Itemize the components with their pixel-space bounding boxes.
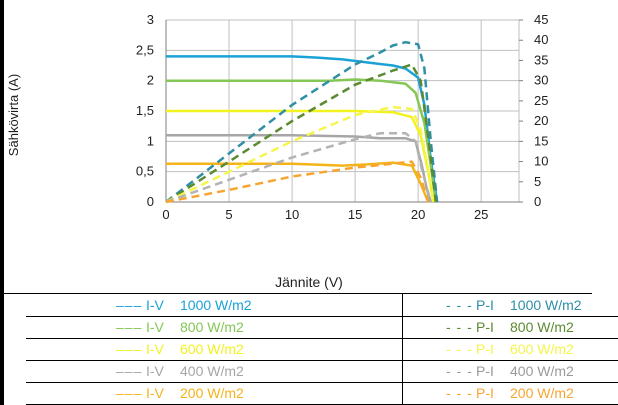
legend-entry-pi: - - - P-I 200 W/m2: [446, 385, 574, 401]
legend-irradiance-label: 200 W/m2: [510, 385, 574, 401]
y-tick-label-left: 2: [147, 73, 154, 88]
legend-dash-swatch: - - -: [446, 385, 473, 401]
legend-entry-iv: ‒‒‒ I-V 600 W/m2: [116, 341, 244, 357]
y-tick-label-left: 1: [147, 133, 154, 148]
series-line-p-i-600-w-m2: [165, 105, 435, 204]
y-tick-label-left: 2,5: [136, 42, 154, 57]
x-tick-label: 0: [162, 207, 169, 222]
legend-irradiance-label: 800 W/m2: [180, 319, 244, 335]
legend-top-border: [0, 293, 592, 294]
series-line-p-i-400-w-m2: [165, 131, 433, 204]
x-ticks: 0 5 10 15 20 25: [162, 207, 488, 222]
y-tick-label-right: 0: [534, 194, 541, 209]
series-line-p-i-800-w-m2: [165, 63, 438, 204]
y-tick-label-right: 40: [534, 32, 548, 47]
legend-irradiance-label: 800 W/m2: [510, 319, 574, 335]
legend-entry-pi: - - - P-I 1000 W/m2: [446, 297, 582, 313]
legend-dash-swatch: - - -: [446, 341, 473, 357]
x-tick-label: 20: [411, 207, 425, 222]
x-tick-label: 15: [348, 207, 362, 222]
legend-irradiance-label: 600 W/m2: [180, 341, 244, 357]
y-tick-label-right: 15: [534, 133, 548, 148]
legend-row: ‒‒‒ I-V 1000 W/m2 - - - P-I 1000 W/m2: [26, 294, 618, 317]
legend-irradiance-label: 1000 W/m2: [180, 297, 252, 313]
y-tick-label-left: 0: [147, 194, 154, 209]
series-line-p-i-200-w-m2: [165, 160, 430, 204]
left-border: [0, 0, 4, 405]
series-line-p-i-1000-w-m2: [165, 40, 439, 203]
legend-series-label: P-I: [476, 341, 494, 357]
legend-dash-swatch: - - -: [446, 297, 473, 313]
legend-entry-iv: ‒‒‒ I-V 800 W/m2: [116, 319, 244, 335]
legend-series-label: I-V: [146, 319, 164, 335]
series-line-i-v-1000-w-m2: [166, 55, 439, 203]
legend-irradiance-label: 400 W/m2: [510, 363, 574, 379]
y-tick-label-left: 0,5: [136, 164, 154, 179]
series-layer: [165, 40, 439, 204]
legend-divider: [402, 294, 403, 405]
legend-row: ‒‒‒ I-V 600 W/m2 - - - P-I 600 W/m2: [26, 338, 618, 361]
y-axis-label: Sähkövirta (A): [6, 74, 21, 156]
legend-irradiance-label: 200 W/m2: [180, 385, 244, 401]
y-ticks-right: 0 5 10 15 20 25 30 35 40 45: [519, 12, 548, 209]
legend-series-label: I-V: [146, 363, 164, 379]
legend-irradiance-label: 1000 W/m2: [510, 297, 582, 313]
y-tick-label-right: 45: [534, 12, 548, 27]
legend-series-label: P-I: [476, 385, 494, 401]
legend-dash-swatch: - - -: [446, 319, 473, 335]
legend-row: ‒‒‒ I-V 400 W/m2 - - - P-I 400 W/m2: [26, 360, 618, 383]
legend-line-swatch: ‒‒‒: [116, 385, 143, 401]
x-tick-label: 5: [225, 207, 232, 222]
legend-irradiance-label: 400 W/m2: [180, 363, 244, 379]
y-tick-label-right: 35: [534, 52, 548, 67]
iv-pi-chart: 0 0,5 1 1,5 2 2,5 3 0 5 10 15 20 25 30 35 40 45 0 5 10 15 2…: [6, 12, 548, 222]
legend-row: ‒‒‒ I-V 200 W/m2 - - - P-I 200 W/m2: [26, 382, 618, 405]
legend-entry-iv: ‒‒‒ I-V 200 W/m2: [116, 385, 244, 401]
legend-row: ‒‒‒ I-V 800 W/m2 - - - P-I 800 W/m2: [26, 316, 618, 339]
legend-entry-iv: ‒‒‒ I-V 400 W/m2: [116, 363, 244, 379]
x-tick-label: 10: [285, 207, 299, 222]
y-tick-label-right: 20: [534, 113, 548, 128]
y-tick-label-right: 5: [534, 174, 541, 189]
legend-line-swatch: ‒‒‒: [116, 319, 143, 335]
series-line-i-v-800-w-m2: [166, 78, 438, 203]
y-tick-label-left: 1,5: [136, 103, 154, 118]
legend-entry-pi: - - - P-I 400 W/m2: [446, 363, 574, 379]
legend-irradiance-label: 600 W/m2: [510, 341, 574, 357]
legend-entry-iv: ‒‒‒ I-V 1000 W/m2: [116, 297, 252, 313]
legend-series-label: I-V: [146, 385, 164, 401]
legend-series-label: I-V: [146, 341, 164, 357]
y-tick-label-right: 10: [534, 154, 548, 169]
legend-line-swatch: ‒‒‒: [116, 363, 143, 379]
legend-series-label: P-I: [476, 297, 494, 313]
x-axis-label: Jännite (V): [275, 274, 343, 290]
legend-series-label: P-I: [476, 319, 494, 335]
legend-line-swatch: ‒‒‒: [116, 341, 143, 357]
legend-series-label: P-I: [476, 363, 494, 379]
series-line-i-v-200-w-m2: [166, 161, 430, 203]
y-tick-label-left: 3: [147, 12, 154, 27]
y-tick-label-right: 25: [534, 93, 548, 108]
legend-dash-swatch: - - -: [446, 363, 473, 379]
legend-entry-pi: - - - P-I 600 W/m2: [446, 341, 574, 357]
legend-series-label: I-V: [146, 297, 164, 313]
y-tick-label-right: 30: [534, 73, 548, 88]
y-ticks-left: 0 0,5 1 1,5 2 2,5 3: [136, 12, 154, 209]
series-line-i-v-400-w-m2: [166, 134, 432, 203]
legend-line-swatch: ‒‒‒: [116, 297, 143, 313]
legend-entry-pi: - - - P-I 800 W/m2: [446, 319, 574, 335]
x-tick-label: 25: [474, 207, 488, 222]
legend-table: ‒‒‒ I-V 1000 W/m2- - - P-I 1000 W/m2 ‒‒‒ I-V 80…: [26, 294, 618, 405]
